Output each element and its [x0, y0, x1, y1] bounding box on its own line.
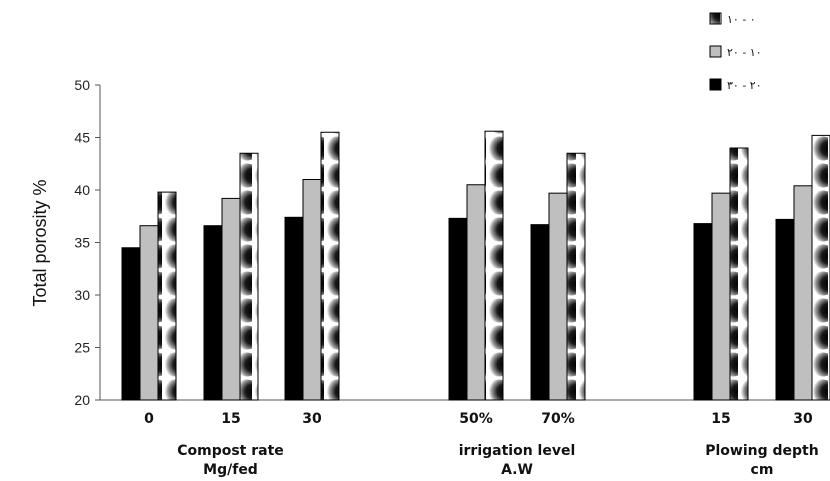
y-axis-label: Total porosity %	[30, 179, 50, 306]
bar-1-6	[693, 223, 713, 401]
bar-3-5	[566, 152, 586, 401]
bar-2-4	[466, 184, 486, 401]
bar-3-6	[729, 147, 749, 401]
legend-label: ٠ - ١٠	[727, 13, 756, 26]
legend: ٠ - ١٠ ١٠ - ٢٠ ٢٠ - ٣٠	[709, 12, 762, 92]
x-category-label: 15	[711, 411, 730, 427]
y-tick-label: 40	[74, 182, 90, 198]
bar-2-5	[548, 192, 568, 401]
y-tick-label: 25	[74, 340, 90, 356]
bar-1-5	[530, 224, 550, 401]
y-tick-label: 30	[74, 287, 90, 303]
bar-3-4	[484, 130, 504, 401]
x-group-label: Plowing depth	[705, 443, 818, 459]
x-group-labels: Compost rate Mg/fed irrigation level A.W Plo…	[177, 443, 819, 478]
bar-2-3	[302, 179, 322, 401]
x-category-label: 50%	[459, 411, 493, 427]
bar-1-7	[775, 218, 795, 401]
y-tick-label: 50	[74, 77, 90, 93]
bar-1-1	[121, 247, 141, 401]
y-ticks: 20 25 30 35 40 45 50	[74, 77, 100, 408]
x-group-label: Mg/fed	[203, 462, 258, 478]
bar-1-2	[203, 225, 223, 401]
bar-2-1	[139, 225, 159, 401]
bar-3-2	[239, 152, 259, 401]
legend-swatch	[709, 12, 722, 25]
x-category-label: 0	[144, 411, 154, 427]
bar-1-4	[448, 217, 468, 401]
legend-label: ١٠ - ٢٠	[727, 46, 762, 59]
x-category-label: 30	[793, 411, 813, 427]
bar-3-7	[811, 134, 830, 401]
y-tick-label: 35	[74, 235, 90, 251]
y-tick-label: 20	[74, 392, 90, 408]
x-category-labels: 0 15 30 50% 70% 15 30	[144, 411, 813, 427]
legend-label: ٢٠ - ٣٠	[727, 79, 762, 92]
bar-1-3	[284, 216, 304, 401]
x-group-label: A.W	[501, 462, 533, 478]
x-group-label: irrigation level	[459, 443, 576, 459]
x-category-label: 15	[221, 411, 240, 427]
bar-3-1	[157, 191, 177, 401]
bar-2-7	[793, 185, 813, 401]
bars	[121, 130, 830, 401]
y-tick-label: 45	[74, 130, 90, 146]
bar-2-6	[711, 192, 731, 401]
x-group-label: cm	[751, 462, 774, 478]
x-category-label: 70%	[541, 411, 575, 427]
legend-swatch	[709, 45, 722, 58]
x-group-label: Compost rate	[177, 443, 284, 459]
bar-3-3	[320, 131, 340, 401]
x-category-label: 30	[302, 411, 322, 427]
bar-2-2	[221, 197, 241, 401]
legend-swatch	[709, 78, 722, 91]
